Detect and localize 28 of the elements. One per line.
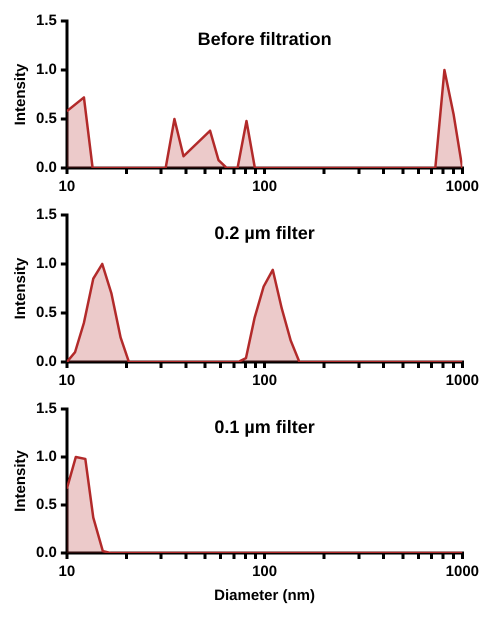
y-tick-label: 1.0	[36, 255, 57, 272]
y-tick-label: 1.5	[36, 206, 57, 224]
y-tick-label: 0.5	[36, 304, 57, 322]
x-tick-label: 1000	[446, 178, 480, 196]
y-tick-label: 1.0	[36, 448, 57, 466]
y-tick-label: 1.5	[36, 12, 57, 30]
y-tick-label: 0.0	[36, 544, 57, 562]
x-tick-label: 1000	[446, 563, 480, 580]
x-tick-label: 10	[58, 372, 76, 390]
y-tick-label: 0.5	[36, 110, 57, 128]
y-tick-label: 1.0	[36, 61, 57, 78]
y-tick-label: 0.5	[36, 496, 57, 514]
x-tick-label: 100	[252, 178, 278, 196]
y-tick-label: 0.0	[36, 159, 57, 176]
x-tick-label: 10	[58, 178, 76, 196]
x-tick-label: 100	[252, 563, 278, 580]
y-axis-title: Intensity	[12, 257, 30, 320]
x-tick-label: 1000	[446, 372, 480, 390]
chart-title: 0.1 µm filter	[214, 416, 315, 437]
x-tick-label: 100	[252, 372, 278, 390]
chart-title: Before filtration	[198, 28, 332, 49]
chart-title: 0.2 µm filter	[214, 222, 315, 243]
y-axis-title: Intensity	[12, 450, 30, 512]
y-tick-label: 1.5	[36, 400, 57, 418]
y-axis-title: Intensity	[12, 63, 30, 126]
x-axis-title: Diameter (nm)	[214, 587, 316, 604]
y-tick-label: 0.0	[36, 353, 57, 370]
x-tick-label: 10	[58, 563, 76, 580]
